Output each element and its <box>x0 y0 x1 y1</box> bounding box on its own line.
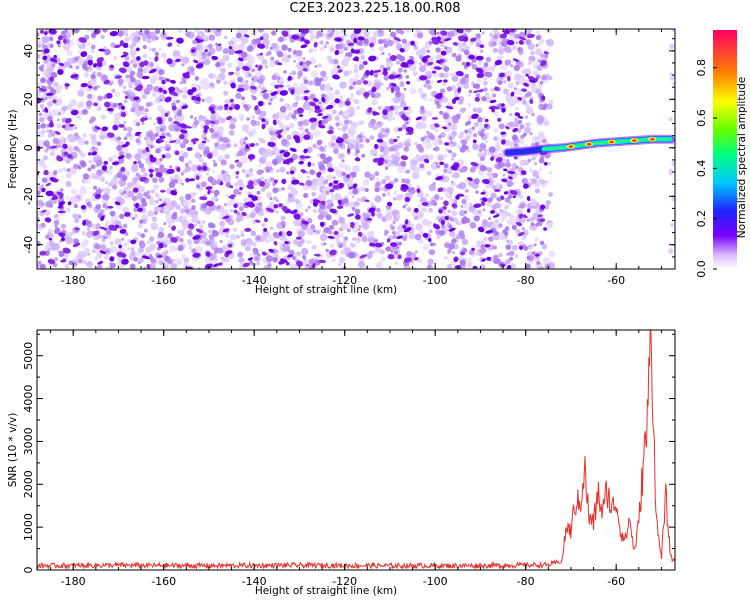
colorbar-tick-label: 0.8 <box>695 59 708 77</box>
y-tick-label: 20 <box>22 92 35 106</box>
colorbar-tick-label: 0.2 <box>695 210 708 228</box>
colorbar-label: Normalized spectral amplitude <box>736 77 748 238</box>
x-tick-label: -160 <box>151 575 176 588</box>
trace-peak-core <box>650 138 655 141</box>
y-axis-label: Frequency (Hz) <box>7 109 19 188</box>
y-tick-label: 1000 <box>22 513 35 541</box>
colorbar-tick-label: 0.0 <box>695 260 708 278</box>
plot-background <box>37 330 675 570</box>
colorbar-tick-label: 0.6 <box>695 109 708 127</box>
trace-peak-core <box>609 140 614 144</box>
y-tick-label: -40 <box>22 236 35 254</box>
colorbar-gradient <box>713 30 737 269</box>
plot-frame <box>36 329 676 571</box>
noise-speckle <box>37 29 675 269</box>
trace-peak-core <box>568 145 574 148</box>
y-tick-label: 40 <box>22 44 35 58</box>
x-tick-label: -80 <box>517 274 535 287</box>
y-tick-label: 0 <box>22 567 35 574</box>
y-tick-label: 0 <box>22 144 35 151</box>
x-tick-label: -100 <box>423 274 448 287</box>
spectrogram-panel: -180 -160 -140 -120 -100 -80 -60 -40 -20 0 20 40 Hei… <box>7 28 676 296</box>
chart-title: C2E3.2023.225.18.00.R08 <box>289 1 461 16</box>
x-tick-label: -100 <box>423 575 448 588</box>
x-tick-label: -140 <box>242 575 267 588</box>
x-tick-label: -120 <box>332 575 357 588</box>
x-tick-label: -180 <box>61 575 86 588</box>
y-tick-label: 2000 <box>22 470 35 498</box>
snr-series-line <box>37 330 675 570</box>
y-tick-label: 4000 <box>22 385 35 413</box>
x-tick-label: -160 <box>151 274 176 287</box>
colorbar: 0.0 0.2 0.4 0.6 0.8 Normalized spectral ampli… <box>695 30 748 278</box>
trace-peak-core <box>632 139 637 142</box>
trace-peak-core <box>586 142 592 146</box>
x-tick-label: -140 <box>242 274 267 287</box>
x-tick-label: -80 <box>517 575 535 588</box>
signal-trace <box>503 134 675 158</box>
y-tick-label: 3000 <box>22 427 35 455</box>
colorbar-tick-label: 0.4 <box>695 160 708 178</box>
x-tick-label: -180 <box>61 274 86 287</box>
y-tick-label: -20 <box>22 187 35 205</box>
x-tick-label: -60 <box>607 274 625 287</box>
x-tick-label: -60 <box>607 575 625 588</box>
snr-panel: -180 -160 -140 -120 -100 -80 -60 0 1000 2000 3000 4… <box>7 329 676 597</box>
x-axis-label: Height of straight line (km) <box>255 585 397 597</box>
y-tick-label: 5000 <box>22 342 35 370</box>
y-axis-label: SNR (10 * v/v) <box>7 413 19 488</box>
x-tick-label: -120 <box>332 274 357 287</box>
x-axis-label: Height of straight line (km) <box>255 284 397 296</box>
plot-frame <box>36 28 676 270</box>
snr-series-group <box>37 330 675 570</box>
